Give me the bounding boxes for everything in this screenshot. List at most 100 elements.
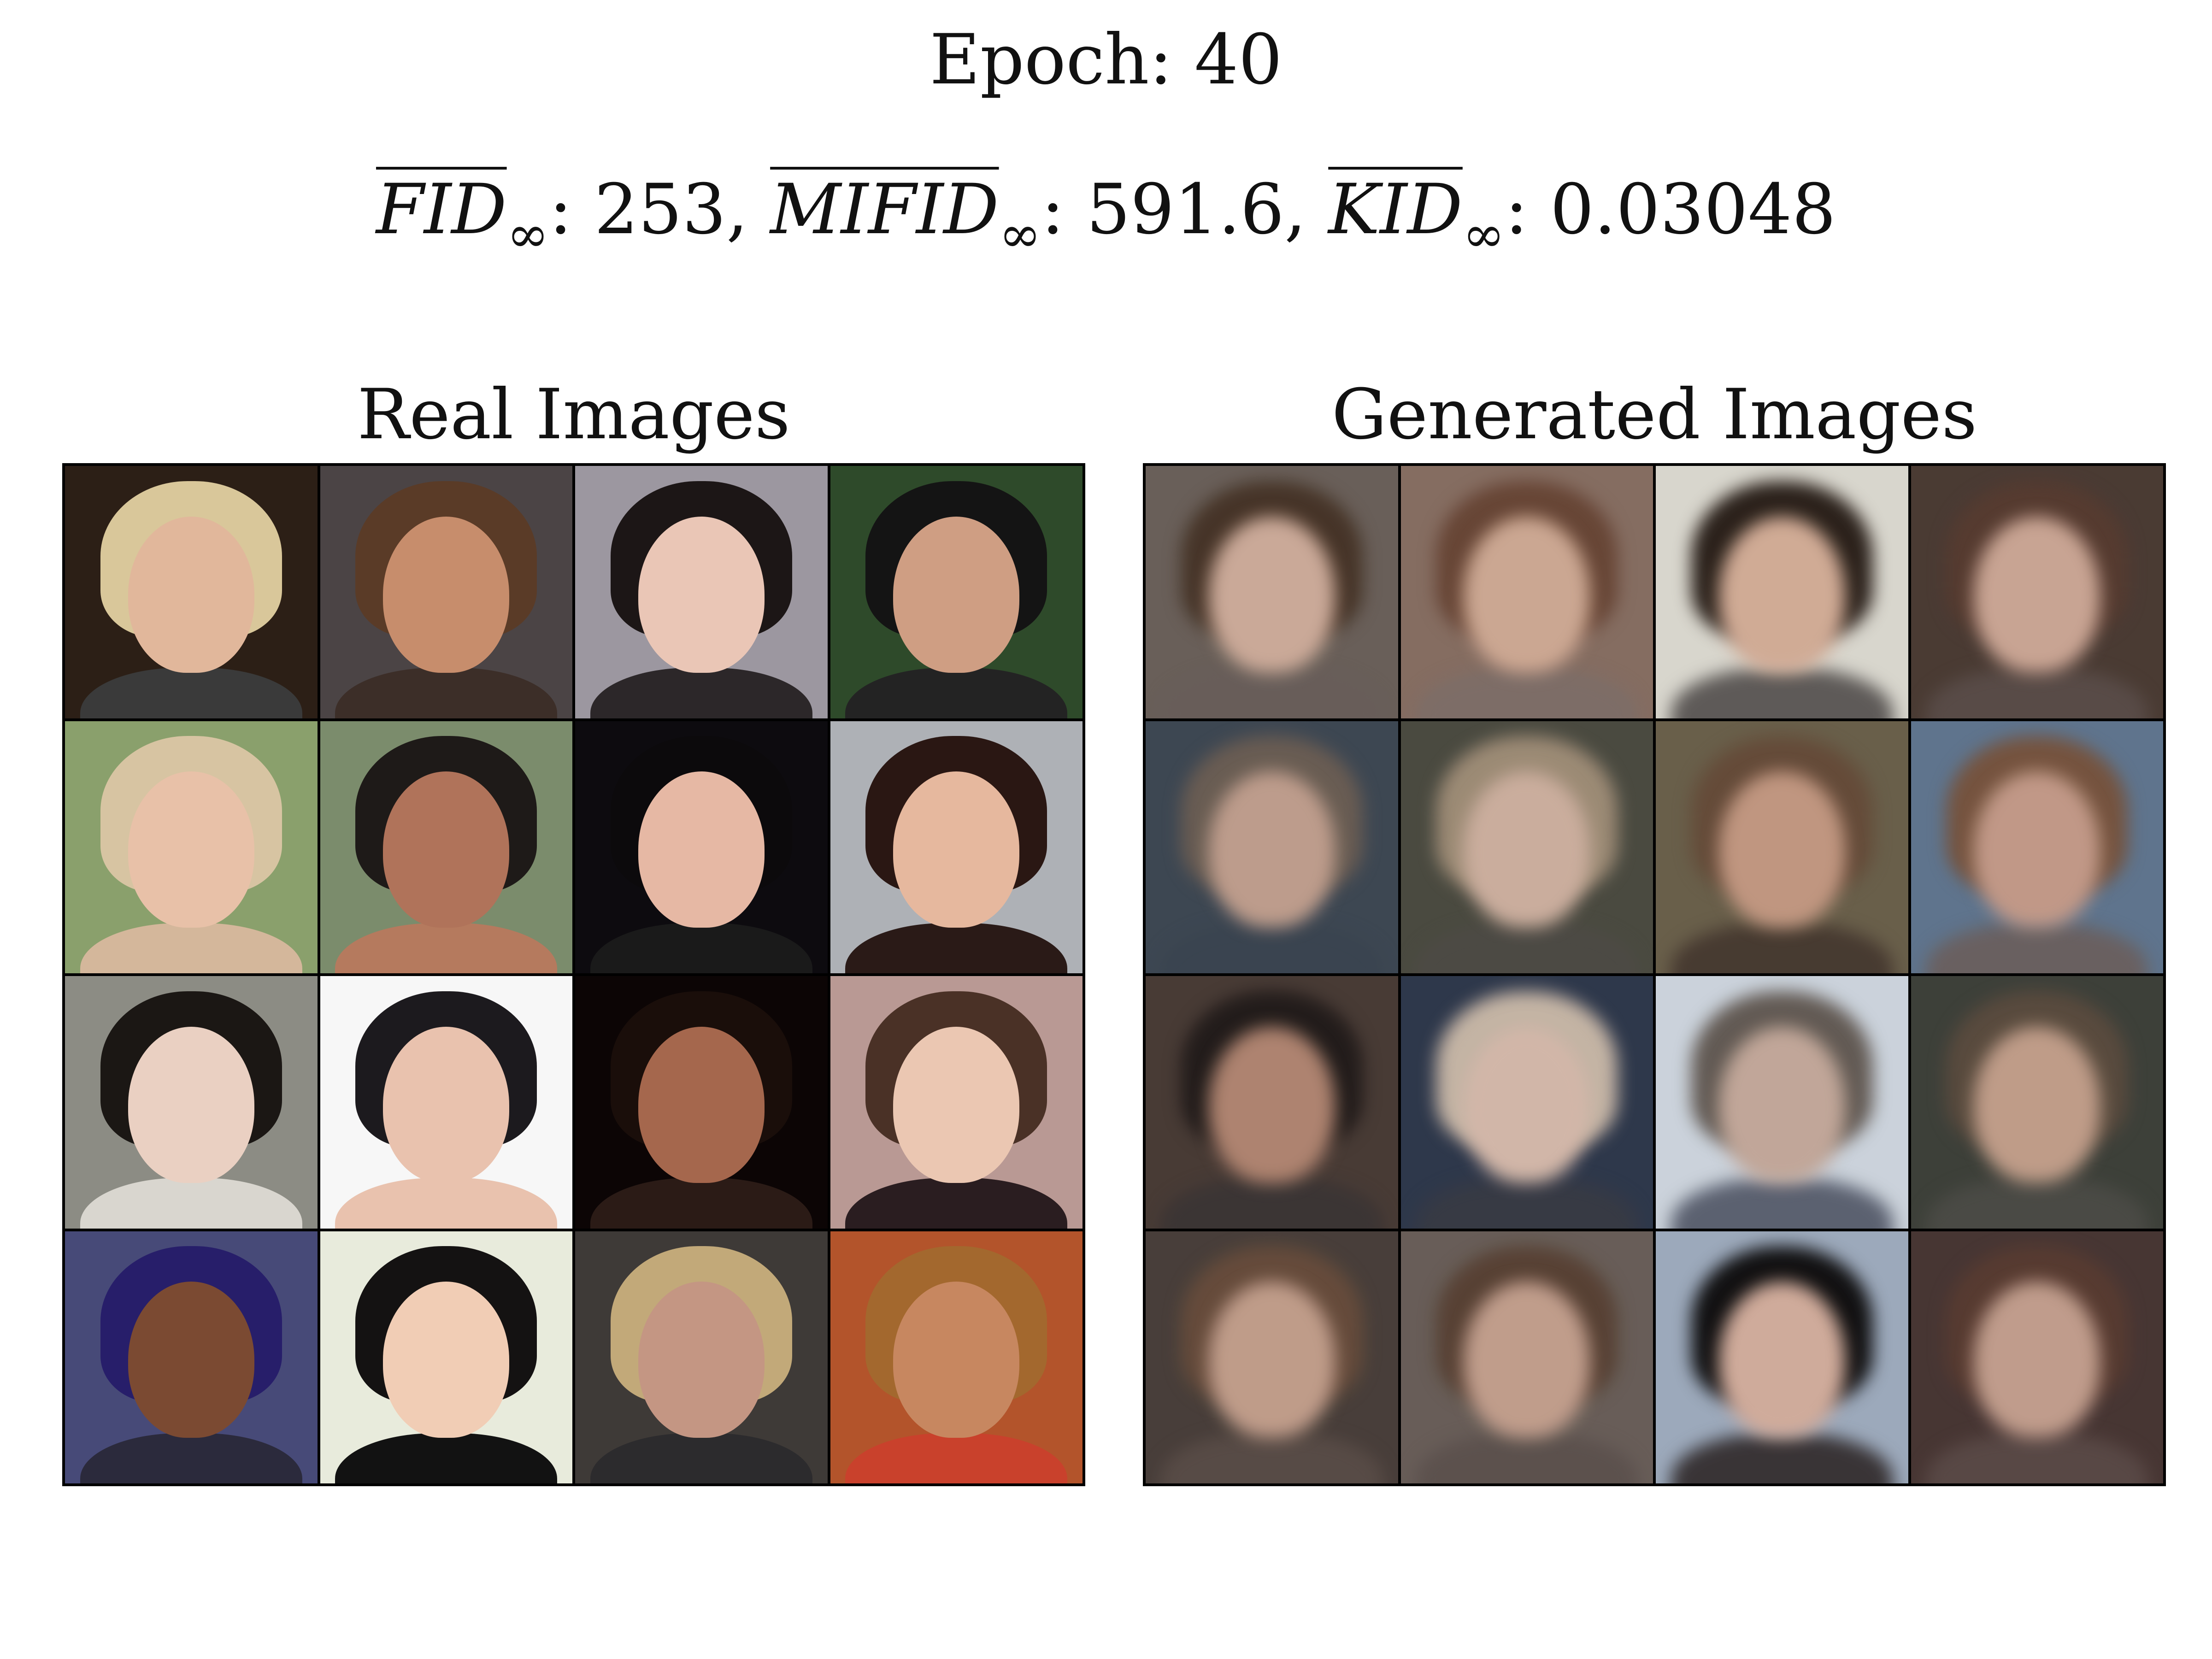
metric-separator: ,: [1284, 170, 1306, 250]
shoulders-shape: [80, 923, 302, 973]
shoulders-shape: [845, 923, 1068, 973]
face-shape: [128, 1026, 254, 1183]
generated-image-tile: [1400, 721, 1653, 973]
generated-image-tile: [1656, 1231, 1908, 1483]
shoulders-shape: [80, 1178, 302, 1229]
face-shape: [1718, 1282, 1845, 1438]
shoulders-shape: [1926, 1178, 2148, 1229]
shoulders-shape: [845, 1433, 1068, 1483]
real-image-tile: [575, 466, 828, 718]
shoulders-shape: [1416, 1178, 1638, 1229]
face-shape: [128, 771, 254, 928]
real-image-tile: [320, 721, 572, 973]
real-image-tile: [830, 976, 1082, 1229]
face-shape: [383, 516, 510, 673]
real-image-tile: [320, 976, 572, 1229]
generated-image-tile: [1146, 1231, 1398, 1483]
metric-separator: ,: [726, 170, 748, 250]
shoulders-shape: [590, 923, 812, 973]
generated-image-tile: [1911, 466, 2163, 718]
shoulders-shape: [1671, 1433, 1893, 1483]
real-image-tile: [65, 466, 318, 718]
shoulders-shape: [1416, 923, 1638, 973]
shoulders-shape: [1416, 1433, 1638, 1483]
metric-subscript: ∞: [506, 205, 549, 264]
shoulders-shape: [335, 923, 558, 973]
shoulders-shape: [845, 668, 1068, 718]
shoulders-shape: [335, 668, 558, 718]
shoulders-shape: [590, 668, 812, 718]
face-shape: [1974, 1282, 2100, 1438]
shoulders-shape: [590, 1178, 812, 1229]
real-image-tile: [575, 721, 828, 973]
metric-name: MIFID: [770, 170, 999, 250]
face-shape: [1974, 771, 2100, 928]
face-shape: [893, 1282, 1020, 1438]
real-image-tile: [575, 1231, 828, 1483]
real-image-tile: [575, 976, 828, 1229]
face-shape: [1718, 771, 1845, 928]
face-shape: [383, 1026, 510, 1183]
face-shape: [383, 771, 510, 928]
shoulders-shape: [335, 1433, 558, 1483]
face-shape: [638, 1026, 765, 1183]
face-shape: [1718, 516, 1845, 673]
generated-image-tile: [1400, 976, 1653, 1229]
face-shape: [128, 1282, 254, 1438]
shoulders-shape: [1926, 1433, 2148, 1483]
face-shape: [1974, 1026, 2100, 1183]
shoulders-shape: [1671, 1178, 1893, 1229]
real-image-tile: [65, 721, 318, 973]
real-image-tile: [320, 1231, 572, 1483]
generated-image-tile: [1656, 721, 1908, 973]
epoch-title: Epoch: 40: [930, 20, 1282, 100]
shoulders-shape: [1926, 923, 2148, 973]
real-image-tile: [830, 466, 1082, 718]
generated-image-tile: [1146, 976, 1398, 1229]
metric-value: 0.03048: [1550, 170, 1836, 250]
face-shape: [1464, 771, 1590, 928]
face-shape: [638, 771, 765, 928]
real-image-tile: [65, 976, 318, 1229]
face-shape: [1974, 516, 2100, 673]
generated-image-tile: [1656, 466, 1908, 718]
face-shape: [638, 516, 765, 673]
metric-subscript: ∞: [999, 205, 1041, 264]
real-image-tile: [65, 1231, 318, 1483]
generated-image-tile: [1911, 721, 2163, 973]
generated-images-grid: [1143, 463, 2166, 1486]
generated-image-tile: [1146, 721, 1398, 973]
generated-image-tile: [1911, 976, 2163, 1229]
real-image-tile: [830, 1231, 1082, 1483]
face-shape: [638, 1282, 765, 1438]
metric-fid: FID∞: 253,: [376, 170, 748, 264]
generated-images-title: Generated Images: [1331, 375, 1977, 455]
metric-mifid: MIFID∞: 591.6,: [770, 170, 1306, 264]
generated-image-tile: [1400, 1231, 1653, 1483]
shoulders-shape: [80, 1433, 302, 1483]
face-shape: [893, 516, 1020, 673]
shoulders-shape: [1926, 668, 2148, 718]
face-shape: [1718, 1026, 1845, 1183]
real-image-tile: [320, 466, 572, 718]
real-images-title: Real Images: [357, 375, 790, 455]
shoulders-shape: [845, 1178, 1068, 1229]
generated-image-tile: [1146, 466, 1398, 718]
shoulders-shape: [1160, 668, 1383, 718]
shoulders-shape: [1160, 1178, 1383, 1229]
shoulders-shape: [80, 668, 302, 718]
real-image-tile: [830, 721, 1082, 973]
metric-value: 591.6: [1086, 170, 1284, 250]
shoulders-shape: [590, 1433, 812, 1483]
face-shape: [1208, 516, 1335, 673]
face-shape: [1208, 1282, 1335, 1438]
shoulders-shape: [335, 1178, 558, 1229]
face-shape: [1464, 1282, 1590, 1438]
shoulders-shape: [1160, 923, 1383, 973]
face-shape: [1208, 771, 1335, 928]
metric-value: 253: [594, 170, 726, 250]
shoulders-shape: [1160, 1433, 1383, 1483]
metric-name: FID: [376, 170, 507, 250]
metric-kid: KID∞: 0.03048: [1328, 170, 1836, 264]
face-shape: [893, 1026, 1020, 1183]
